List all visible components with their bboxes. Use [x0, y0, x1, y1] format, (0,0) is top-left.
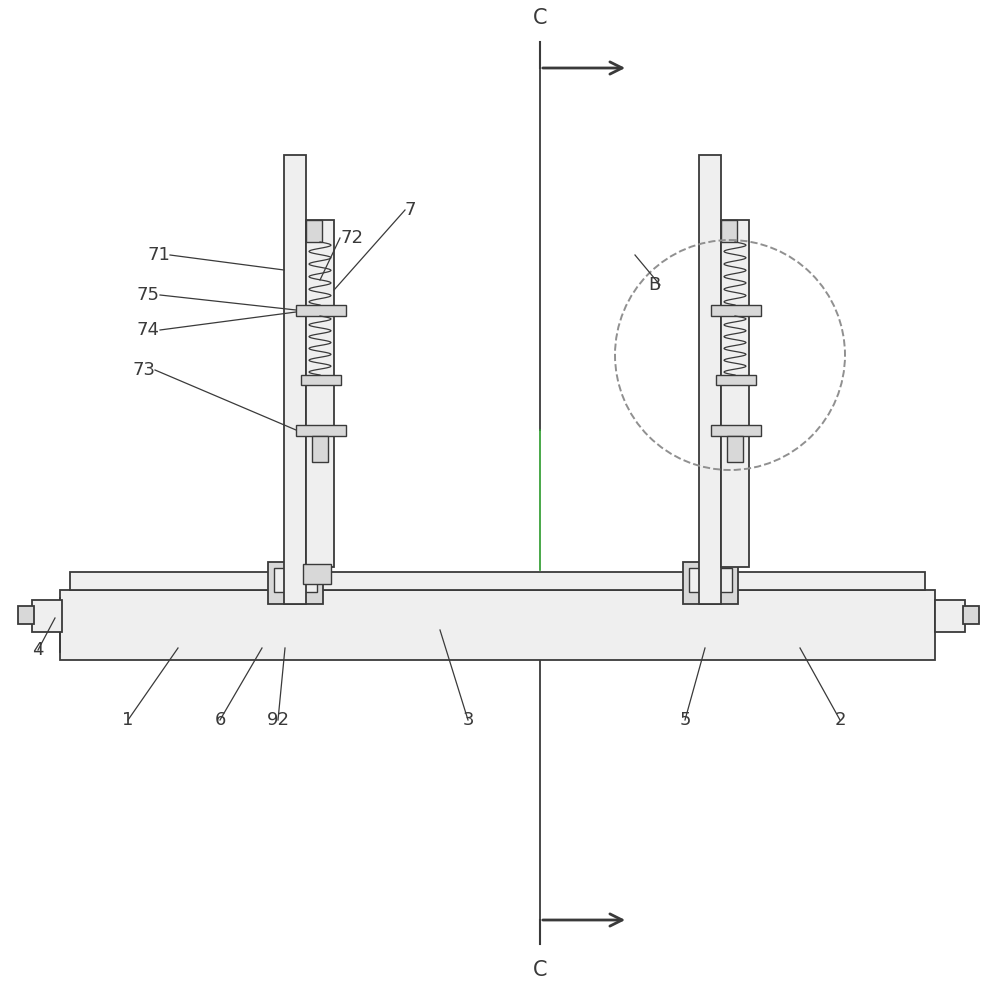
Bar: [268, 562, 323, 604]
Bar: [60, 590, 935, 660]
Text: C: C: [533, 960, 547, 980]
Bar: [274, 568, 317, 592]
Text: 75: 75: [137, 286, 160, 304]
Bar: [306, 220, 322, 242]
Text: 74: 74: [137, 321, 160, 339]
Bar: [306, 220, 334, 567]
Bar: [70, 572, 925, 590]
Bar: [727, 436, 743, 462]
Text: 92: 92: [266, 711, 290, 729]
Bar: [721, 220, 737, 242]
Bar: [303, 564, 331, 584]
Bar: [689, 568, 732, 592]
Text: 73: 73: [132, 361, 155, 379]
Bar: [699, 155, 721, 604]
Bar: [711, 425, 761, 436]
Bar: [296, 305, 346, 316]
Text: 4: 4: [32, 641, 44, 659]
Text: 2: 2: [834, 711, 846, 729]
Text: 6: 6: [214, 711, 226, 729]
Text: C: C: [533, 8, 547, 28]
Bar: [284, 155, 306, 604]
Text: 1: 1: [122, 711, 134, 729]
Bar: [301, 375, 341, 385]
Bar: [312, 436, 328, 462]
Bar: [935, 600, 965, 632]
Text: 3: 3: [462, 711, 474, 729]
Bar: [721, 220, 749, 567]
Text: B: B: [648, 276, 660, 294]
Text: 72: 72: [340, 229, 363, 247]
Bar: [32, 600, 62, 632]
Bar: [683, 562, 738, 604]
Bar: [711, 305, 761, 316]
Bar: [963, 606, 979, 624]
Bar: [716, 375, 756, 385]
Text: 5: 5: [679, 711, 691, 729]
Text: 7: 7: [405, 201, 416, 219]
Text: 71: 71: [147, 246, 170, 264]
Bar: [18, 606, 34, 624]
Bar: [296, 425, 346, 436]
